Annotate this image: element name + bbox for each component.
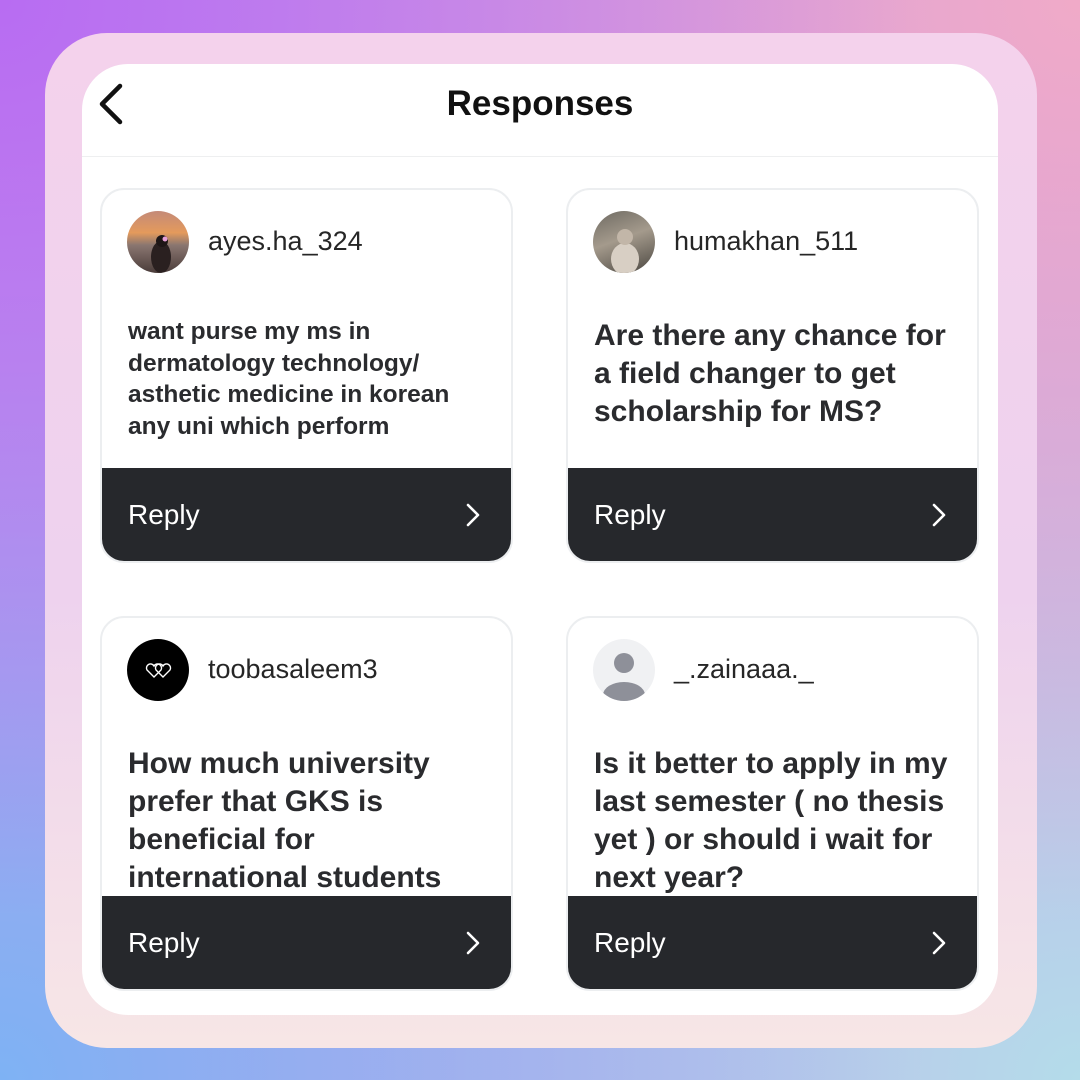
username[interactable]: ayes.ha_324 [208, 226, 363, 256]
username[interactable]: _.zainaaa._ [674, 654, 814, 684]
response-card: humakhan_511 Are there any chance for a … [566, 188, 979, 563]
reply-button[interactable]: Reply [568, 896, 977, 989]
default-user-icon [603, 653, 645, 701]
response-message: want purse my ms in dermatology technolo… [128, 318, 450, 440]
reply-label: Reply [128, 927, 200, 958]
avatar[interactable] [127, 211, 189, 273]
reply-button[interactable]: Reply [102, 468, 511, 561]
avatar-photo-icon [151, 235, 171, 273]
username[interactable]: humakhan_511 [674, 226, 859, 256]
avatar[interactable] [593, 639, 655, 701]
response-card: ayes.ha_324 want purse my ms in dermatol… [100, 188, 513, 563]
reply-button[interactable]: Reply [568, 468, 977, 561]
response-card: _.zainaaa._ Is it better to apply in my … [566, 616, 979, 991]
chevron-right-icon [932, 503, 946, 527]
avatar-photo-icon [611, 229, 639, 273]
page-title: Responses [446, 84, 634, 123]
avatar[interactable] [127, 639, 189, 701]
back-chevron-left-icon[interactable] [94, 80, 134, 128]
chevron-right-icon [932, 931, 946, 955]
hearts-icon [145, 663, 172, 678]
reply-label: Reply [594, 499, 666, 530]
username[interactable]: toobasaleem3 [208, 654, 378, 684]
chevron-right-icon [466, 931, 480, 955]
response-message: How much university prefer that GKS is b… [128, 747, 442, 894]
response-message: Are there any chance for a field changer… [594, 319, 946, 428]
reply-button[interactable]: Reply [102, 896, 511, 989]
reply-label: Reply [594, 927, 666, 958]
responses-panel: Responses ayes.ha_324 want purse my ms i… [82, 64, 998, 1015]
header: Responses [82, 64, 998, 157]
response-card: toobasaleem3 How much university prefer … [100, 616, 513, 991]
reply-label: Reply [128, 499, 200, 530]
chevron-right-icon [466, 503, 480, 527]
response-message: Is it better to apply in my last semeste… [594, 747, 948, 894]
avatar[interactable] [593, 211, 655, 273]
